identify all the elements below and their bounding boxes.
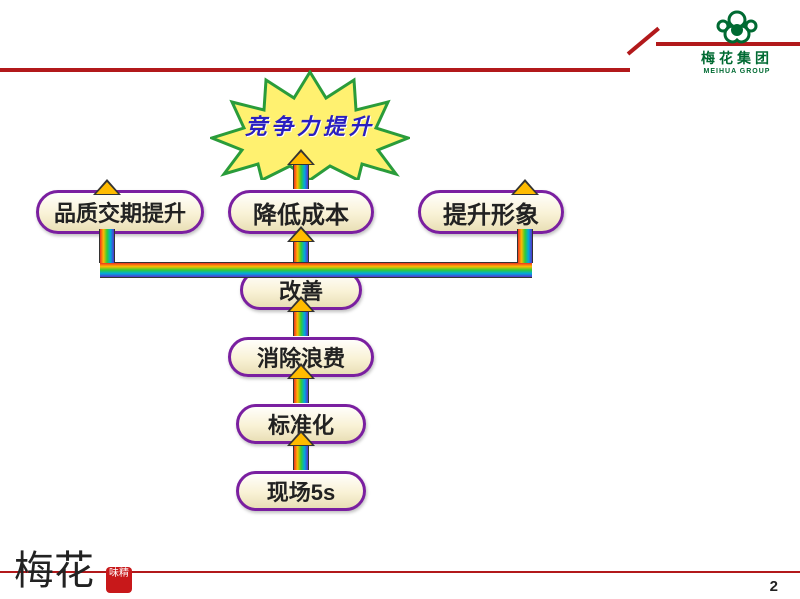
- node-label: 降低成本: [253, 195, 349, 230]
- branch-riser-left: [99, 229, 115, 263]
- arrow-up-icon: [291, 163, 311, 189]
- header-rule-diag: [627, 27, 660, 56]
- arrow-up-icon: [291, 444, 311, 470]
- logo-text-en: MEIHUA GROUP: [692, 68, 782, 75]
- arrow-up-icon: [291, 310, 311, 336]
- footer-mark-text: 梅花: [14, 548, 94, 593]
- brand-logo: 梅花集团 MEIHUA GROUP: [692, 10, 782, 75]
- node-tisheng-xingxiang: 提升形象: [418, 190, 564, 234]
- footer-calligraphy: 梅花 味精: [14, 551, 132, 593]
- node-label: 现场5s: [267, 475, 335, 507]
- branch-bar: [100, 262, 532, 278]
- logo-icon: [708, 10, 766, 50]
- node-label: 提升形象: [443, 195, 539, 230]
- starburst-label: 竞争力提升: [245, 109, 375, 141]
- node-label: 品质交期提升: [54, 196, 186, 228]
- branch-riser-right: [517, 229, 533, 263]
- arrow-up-icon: [291, 377, 311, 403]
- page-number: 2: [770, 578, 778, 595]
- node-xianchang-5s: 现场5s: [236, 471, 366, 511]
- logo-text-cn: 梅花集团: [692, 48, 782, 68]
- footer-seal: 味精: [106, 567, 132, 593]
- node-pinzhi-jiaoqi: 品质交期提升: [36, 190, 204, 234]
